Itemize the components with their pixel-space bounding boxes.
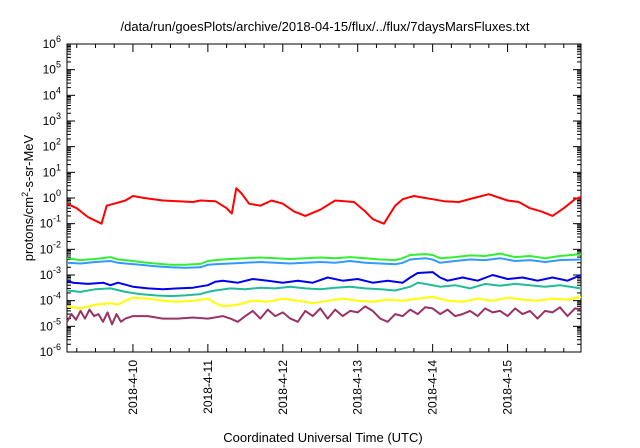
y-tick-label-exp: -5 bbox=[53, 316, 61, 326]
y-tick-label-base: 10 bbox=[43, 37, 57, 51]
y-tick-label-base: 10 bbox=[43, 63, 57, 77]
y-tick-label-base: 10 bbox=[43, 165, 57, 179]
series-line-7 bbox=[66, 305, 582, 326]
y-axis: 10610510410310210110010-110-210-310-410-… bbox=[40, 34, 581, 359]
y-tick-label-base: 10 bbox=[40, 345, 54, 359]
y-tick-label: 100 bbox=[43, 188, 61, 205]
y-tick-label: 10-5 bbox=[40, 316, 61, 333]
y-tick-label: 102 bbox=[43, 137, 61, 154]
y-tick-label: 101 bbox=[43, 162, 61, 179]
y-tick-label-base: 10 bbox=[43, 88, 57, 102]
y-tick-label: 10-3 bbox=[40, 265, 61, 282]
y-tick-label-base: 10 bbox=[40, 242, 54, 256]
y-tick-label-exp: 1 bbox=[56, 162, 61, 172]
y-tick-label-exp: -2 bbox=[53, 239, 61, 249]
y-axis-label: protons/cm2-s-sr-MeV bbox=[20, 134, 36, 261]
y-tick-label-exp: -4 bbox=[53, 291, 61, 301]
y-tick-label-base: 10 bbox=[40, 217, 54, 231]
y-tick-label: 105 bbox=[43, 60, 61, 77]
chart-title: /data/run/goesPlots/archive/2018-04-15/f… bbox=[121, 19, 530, 34]
y-tick-label-base: 10 bbox=[43, 191, 57, 205]
x-tick-label: 2018-4-14 bbox=[426, 360, 440, 415]
y-tick-label: 104 bbox=[43, 85, 61, 102]
y-tick-label: 106 bbox=[43, 34, 61, 51]
y-tick-label: 103 bbox=[43, 111, 61, 128]
y-tick-label: 10-1 bbox=[40, 214, 61, 231]
y-tick-label-exp: -6 bbox=[53, 342, 61, 352]
y-tick-label-exp: -3 bbox=[53, 265, 61, 275]
y-axis-label-sup: 2 bbox=[20, 192, 30, 197]
y-tick-label-exp: 3 bbox=[56, 111, 61, 121]
series-line-2 bbox=[66, 252, 582, 266]
y-tick-label-base: 10 bbox=[43, 140, 57, 154]
y-tick-label-base: 10 bbox=[40, 294, 54, 308]
y-tick-label: 10-6 bbox=[40, 342, 61, 359]
x-tick-label: 2018-4-10 bbox=[126, 360, 140, 415]
series-line-5 bbox=[66, 281, 582, 298]
y-tick-label-exp: 0 bbox=[56, 188, 61, 198]
x-tick-label: 2018-4-11 bbox=[201, 360, 215, 414]
x-axis-label: Coordinated Universal Time (UTC) bbox=[223, 430, 422, 445]
y-tick-label-exp: -1 bbox=[53, 214, 61, 224]
x-tick-label: 2018-4-13 bbox=[351, 360, 365, 415]
y-tick-label: 10-4 bbox=[40, 291, 61, 308]
series-line-6 bbox=[66, 295, 582, 310]
y-axis-label-base: protons/cm bbox=[21, 197, 36, 261]
y-tick-label-base: 10 bbox=[43, 114, 57, 128]
y-tick-label-exp: 2 bbox=[56, 137, 61, 147]
x-tick-label: 2018-4-12 bbox=[276, 360, 290, 415]
series-line-3 bbox=[66, 257, 582, 269]
y-axis-label-rest: -s-sr-MeV bbox=[21, 134, 36, 191]
y-tick-label-base: 10 bbox=[40, 319, 54, 333]
series-line-1 bbox=[66, 187, 582, 225]
y-tick-label-base: 10 bbox=[40, 268, 54, 282]
y-tick-label-exp: 4 bbox=[56, 85, 61, 95]
series-line-4 bbox=[66, 271, 582, 291]
x-axis: 2018-4-10 2018-4-11 2018-4-12 2018-4-13 2018… bbox=[76, 44, 565, 415]
y-tick-label: 10-2 bbox=[40, 239, 61, 256]
series-group bbox=[66, 187, 582, 326]
y-tick-label-exp: 6 bbox=[56, 34, 61, 44]
y-tick-label-exp: 5 bbox=[56, 60, 61, 70]
x-tick-label: 2018-4-15 bbox=[501, 360, 515, 415]
